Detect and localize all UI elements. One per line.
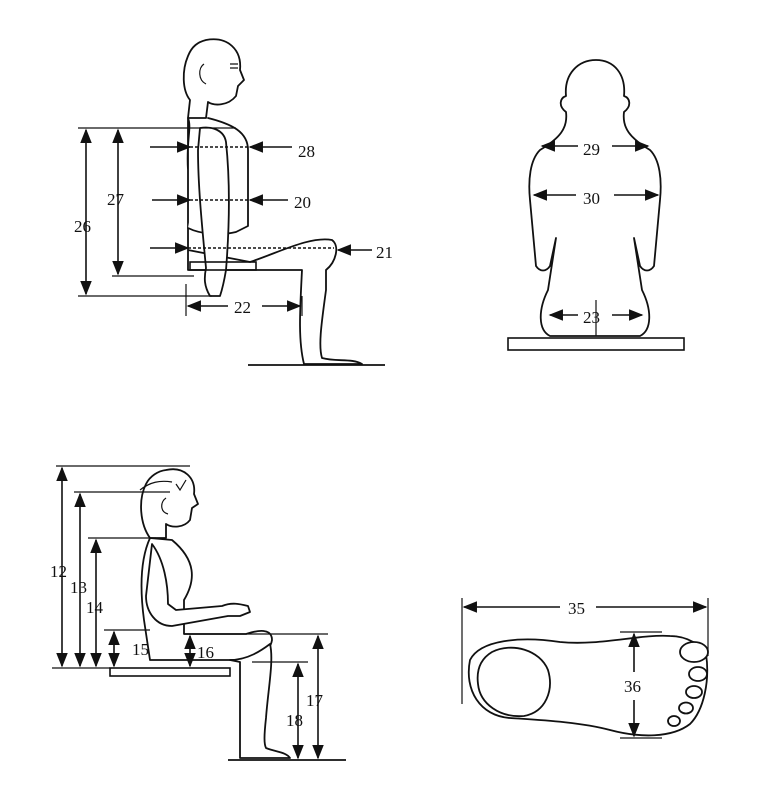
back-view-figure: [507, 59, 685, 351]
label-28: 28: [298, 142, 315, 161]
label-23: 23: [583, 308, 600, 327]
label-36: 36: [624, 677, 641, 696]
back-view-labels: 29 30 23: [583, 140, 600, 327]
label-29: 29: [583, 140, 600, 159]
label-26: 26: [74, 217, 91, 236]
foot-figure: [467, 634, 709, 737]
side-view-labels: 28 27 26 20 21 22: [74, 142, 393, 317]
label-20: 20: [294, 193, 311, 212]
seated-measurements: [52, 465, 328, 760]
seated-figure: [109, 468, 346, 761]
label-17: 17: [306, 691, 324, 710]
label-16: 16: [197, 643, 214, 662]
label-27: 27: [107, 190, 125, 209]
label-21: 21: [376, 243, 393, 262]
label-12: 12: [50, 562, 67, 581]
label-18: 18: [286, 711, 303, 730]
seated-labels: 12 13 14 15 16 17 18: [50, 562, 324, 730]
label-15: 15: [132, 640, 149, 659]
back-view-measurements: [532, 140, 660, 321]
label-13: 13: [70, 578, 87, 597]
side-view-figure: [182, 38, 385, 366]
foot-labels: 35 36: [568, 599, 641, 696]
side-view-measurements: [78, 127, 372, 316]
label-22: 22: [234, 298, 251, 317]
foot-measurements: [461, 598, 709, 739]
label-35: 35: [568, 599, 585, 618]
label-14: 14: [86, 598, 104, 617]
label-30: 30: [583, 189, 600, 208]
